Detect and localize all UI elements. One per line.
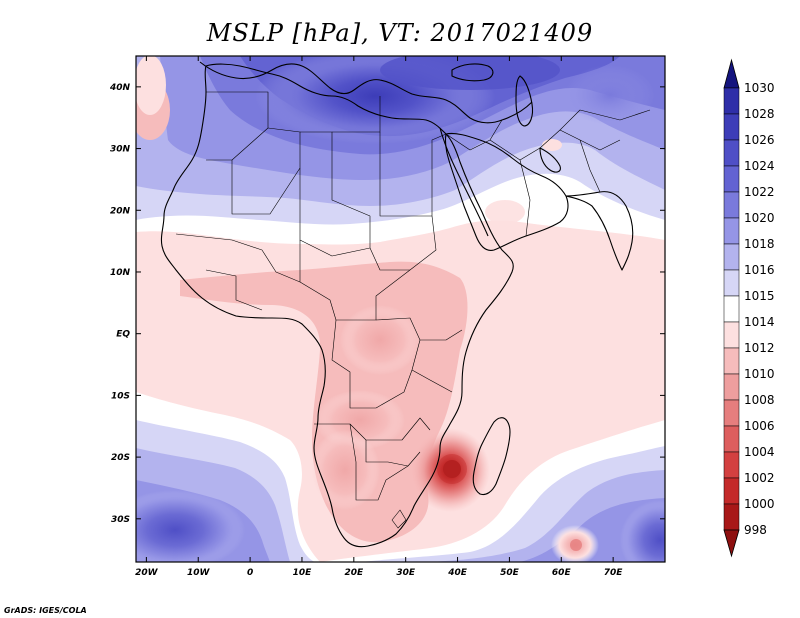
colorbar-label: 1030 — [744, 81, 775, 95]
colorbar-swatch — [723, 269, 740, 297]
colorbar-label: 1015 — [744, 289, 775, 303]
longitude-axis: 20W 10W 0 10E 20E 30E 40E 50E 60E 70E — [135, 56, 623, 578]
lat-tick-label: 20S — [111, 453, 130, 463]
colorbar-swatch — [723, 295, 740, 323]
colorbar-swatch — [723, 243, 740, 271]
credit-text: GrADS: IGES/COLA — [4, 606, 87, 615]
colorbar-swatch — [723, 191, 740, 219]
colorbar-label: 1002 — [744, 471, 775, 485]
colorbar-label: 1016 — [744, 263, 775, 277]
colorbar-label: 1028 — [744, 107, 775, 121]
arabia-coastline — [444, 132, 569, 251]
lon-tick-label: 20E — [344, 568, 364, 578]
lat-tick-label: 40N — [109, 83, 131, 93]
black-sea-coastline — [451, 63, 494, 82]
colorbar-swatch — [723, 373, 740, 401]
colorbar-swatch — [723, 139, 740, 167]
colorbar-bottom-arrow — [723, 529, 740, 558]
colorbar-swatch — [723, 87, 740, 115]
coastlines-and-borders — [160, 61, 651, 548]
lat-tick-label: 10N — [110, 268, 131, 278]
colorbar-swatch — [723, 113, 740, 141]
lon-tick-label: 10W — [187, 568, 211, 578]
colorbar-swatch — [723, 477, 740, 505]
colorbar-label: 1000 — [744, 497, 775, 511]
caspian-sea-coastline — [515, 75, 534, 127]
map-title: MSLP [hPa], VT: 2017021409 — [206, 19, 593, 47]
lon-tick-label: 10E — [293, 568, 313, 578]
colorbar-label: 1008 — [744, 393, 775, 407]
colorbar-label: 1026 — [744, 133, 775, 147]
lon-tick-label: 0 — [247, 568, 253, 578]
colorbar-swatch — [723, 503, 740, 531]
europe-coastline — [199, 61, 533, 124]
lat-tick-label: 30S — [111, 515, 130, 525]
pressure-field — [136, 56, 665, 562]
colorbar-swatch — [723, 217, 740, 245]
lat-tick-label: EQ — [116, 330, 130, 340]
africa-coastline — [160, 63, 514, 548]
colorbar-swatch — [723, 399, 740, 427]
lat-tick-label: 30N — [110, 145, 131, 155]
colorbar-label: 1006 — [744, 419, 775, 433]
india-coastline — [565, 191, 634, 271]
colorbar-swatch — [723, 425, 740, 453]
lon-tick-label: 30E — [396, 568, 416, 578]
colorbar: 1030 1028 1026 1024 1022 1020 1018 1016 1015 1014… — [723, 58, 775, 558]
lat-tick-label: 10S — [111, 391, 130, 401]
colorbar-label: 1010 — [744, 367, 775, 381]
lon-tick-label: 50E — [500, 568, 520, 578]
lon-tick-label: 60E — [552, 568, 572, 578]
latitude-axis: 40N 30N 20N 10N EQ 10S 20S 30S — [109, 83, 665, 525]
colorbar-label: 1020 — [744, 211, 775, 225]
colorbar-top-arrow — [723, 58, 740, 89]
colorbar-label: 1018 — [744, 237, 775, 251]
colorbar-swatch — [723, 321, 740, 349]
colorbar-label: 1014 — [744, 315, 775, 329]
map-frame — [135, 55, 666, 563]
colorbar-swatch — [723, 451, 740, 479]
lon-tick-label: 70E — [604, 568, 624, 578]
colorbar-swatch — [723, 347, 740, 375]
lon-tick-label: 40E — [447, 568, 468, 578]
colorbar-label: 1024 — [744, 159, 775, 173]
lon-tick-label: 20W — [135, 568, 159, 578]
madagascar-coastline — [472, 417, 511, 496]
colorbar-label: 998 — [744, 523, 767, 537]
colorbar-label: 1022 — [744, 185, 775, 199]
colorbar-label: 1012 — [744, 341, 775, 355]
lat-tick-label: 20N — [110, 206, 131, 216]
colorbar-label: 1004 — [744, 445, 775, 459]
colorbar-swatch — [723, 165, 740, 193]
